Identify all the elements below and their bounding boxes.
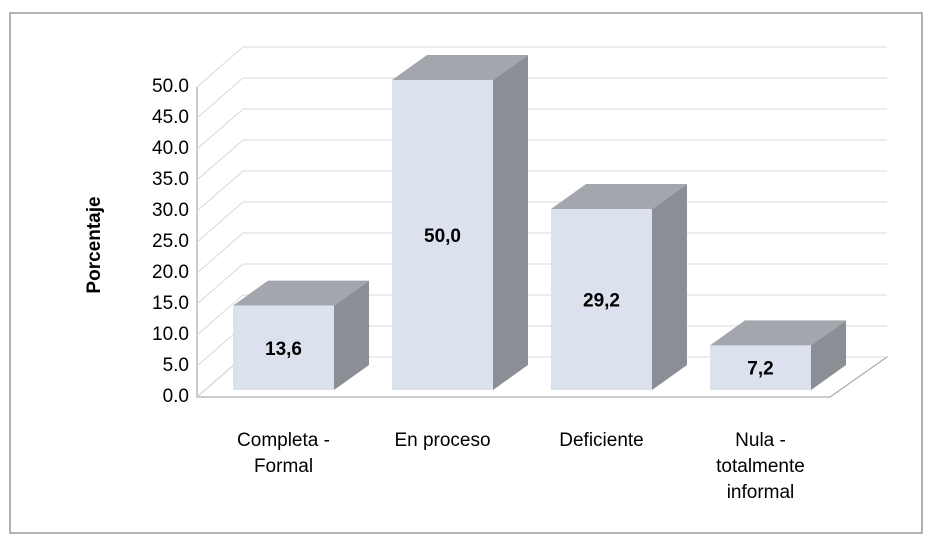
y-tick-label: 5.0 xyxy=(163,355,189,376)
y-tick-label: 10.0 xyxy=(152,324,189,345)
bar-front xyxy=(392,80,493,390)
x-tick-label: Completa - Formal xyxy=(237,430,330,477)
bar-side xyxy=(652,183,687,390)
bar-top xyxy=(392,55,528,80)
bar-top xyxy=(551,183,687,209)
value-label: 13,6 xyxy=(265,339,302,360)
value-label: 29,2 xyxy=(583,290,620,311)
x-tick-label: En proceso xyxy=(394,430,491,451)
y-tick-label: 40.0 xyxy=(152,138,189,159)
value-label: 7,2 xyxy=(747,359,773,380)
y-tick-label: 15.0 xyxy=(152,293,189,314)
y-tick-label: 35.0 xyxy=(152,169,189,190)
bar-top xyxy=(710,320,846,346)
bar xyxy=(551,183,687,390)
y-tick-label: 50.0 xyxy=(152,76,189,97)
y-tick-label: 45.0 xyxy=(152,107,189,128)
grid-line xyxy=(196,170,887,212)
bar-front xyxy=(233,305,334,390)
bar-side xyxy=(493,55,528,390)
bar-side xyxy=(334,280,369,390)
bar-front xyxy=(710,345,811,390)
bar-top xyxy=(233,280,369,306)
bar xyxy=(710,320,846,390)
grid-line xyxy=(196,139,887,181)
bar xyxy=(233,280,369,390)
bar-front xyxy=(551,208,652,390)
grid-line xyxy=(196,77,887,119)
x-tick-label: Nula - totalmente informal xyxy=(716,430,805,503)
y-tick-label: 20.0 xyxy=(152,262,189,283)
grid-line xyxy=(196,201,887,243)
grid-line xyxy=(196,108,887,150)
grid-line xyxy=(196,232,887,274)
frame xyxy=(9,12,923,534)
bar-side xyxy=(811,320,846,390)
y-axis-label: Porcentaje xyxy=(84,196,105,293)
grid-line xyxy=(196,46,887,88)
bar xyxy=(392,55,528,390)
y-tick-label: 0.0 xyxy=(163,386,189,407)
x-tick-label: Deficiente xyxy=(559,430,644,451)
value-label: 50,0 xyxy=(424,226,461,247)
y-tick-label: 30.0 xyxy=(152,200,189,221)
y-tick-label: 25.0 xyxy=(152,231,189,252)
